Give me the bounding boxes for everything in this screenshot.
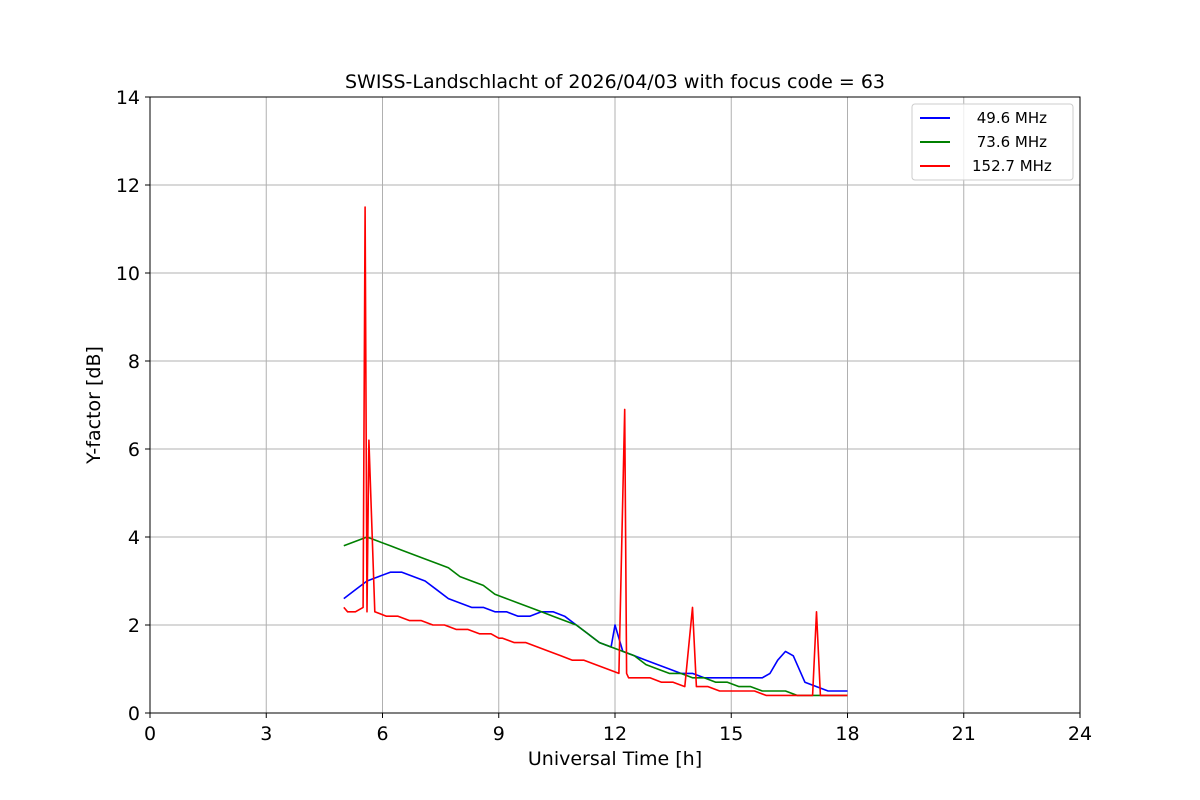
legend-box: [911, 103, 1074, 181]
x-tick-label: 15: [719, 723, 743, 745]
x-axis-label: Universal Time [h]: [528, 748, 702, 770]
x-tick-label: 9: [493, 723, 505, 745]
y-axis-label: Y-factor [dB]: [83, 346, 105, 465]
x-tick-label: 21: [952, 723, 976, 745]
series-line-3: [343, 206, 848, 697]
y-tick-label: 8: [128, 351, 140, 373]
series-group: [343, 206, 848, 697]
legend-label-3: 152.7 MHz: [972, 157, 1052, 175]
y-tick-label: 4: [128, 527, 140, 549]
x-tick-label: 6: [376, 723, 388, 745]
series-line-2: [343, 536, 848, 697]
y-tick-label: 0: [128, 703, 140, 725]
y-tick-label: 6: [128, 439, 140, 461]
legend-label-1: 49.6 MHz: [972, 109, 1047, 127]
y-tick-label: 2: [128, 615, 140, 637]
legend: 49.6 MHz 73.6 MHz 152.7 MHz: [911, 103, 1074, 181]
x-tick-label: 18: [835, 723, 859, 745]
y-tick-label: 10: [116, 263, 140, 285]
y-tick-label: 14: [116, 87, 140, 109]
legend-label-2: 73.6 MHz: [972, 133, 1047, 151]
x-tick-label: 0: [144, 723, 156, 745]
chart-title: SWISS-Landschlacht of 2026/04/03 with fo…: [345, 71, 885, 93]
x-tick-label: 3: [260, 723, 272, 745]
y-tick-label: 12: [116, 175, 140, 197]
x-tick-label: 12: [603, 723, 627, 745]
x-tick-label: 24: [1068, 723, 1092, 745]
